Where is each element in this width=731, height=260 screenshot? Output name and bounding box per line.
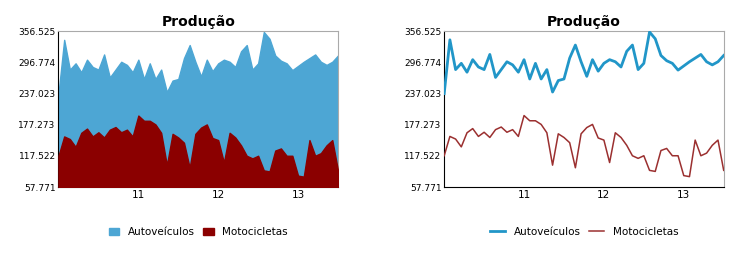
Title: Produção: Produção xyxy=(547,15,621,29)
Legend: Autoveículos, Motocicletas: Autoveículos, Motocicletas xyxy=(485,223,683,241)
Title: Produção: Produção xyxy=(162,15,235,29)
Legend: Autoveículos, Motocicletas: Autoveículos, Motocicletas xyxy=(105,223,292,241)
